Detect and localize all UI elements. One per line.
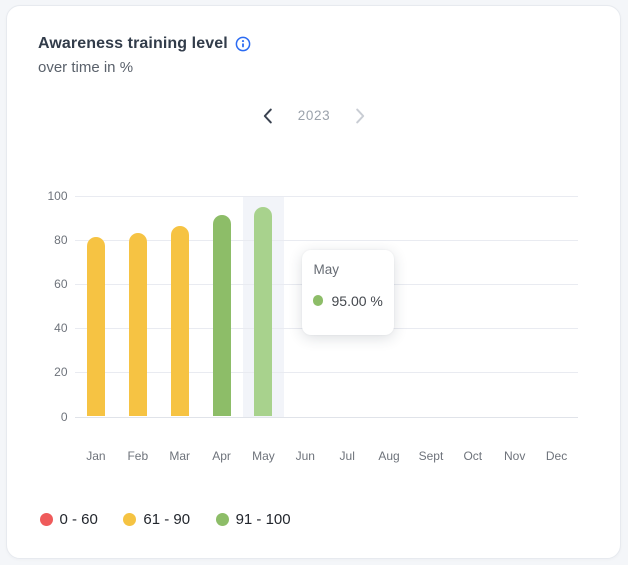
y-axis-label-100: 100 [47, 188, 68, 203]
legend-item-91-100[interactable]: 91 - 100 [215, 511, 291, 528]
bar-may[interactable] [254, 206, 273, 417]
card-header: Awareness training level [38, 34, 251, 52]
bar-chart: 0 20 40 60 80 100 Jan Feb Mar Apr May Jun Jul Aug Sept… [7, 6, 622, 560]
legend-label: 0 - 60 [59, 511, 98, 528]
y-axis-label-80: 80 [54, 232, 68, 247]
x-axis-label-sept: Sept [418, 448, 444, 463]
y-axis-label-60: 60 [54, 276, 68, 291]
bar-jan[interactable] [86, 237, 105, 417]
x-axis-label-feb: Feb [127, 448, 149, 463]
gridline-20 [75, 372, 578, 374]
tooltip-value: 95.00 % [331, 292, 383, 309]
chart-legend: 0 - 60 61 - 90 91 - 100 [39, 511, 291, 528]
card-subtitle: over time in % [38, 59, 134, 76]
x-axis-label-nov: Nov [504, 448, 526, 463]
legend-dot [123, 513, 137, 526]
legend-item-61-90[interactable]: 61 - 90 [123, 512, 190, 527]
bar-mar[interactable] [170, 226, 189, 417]
chevron-right-icon [352, 108, 368, 124]
card-title: Awareness training level [38, 34, 228, 52]
legend-dot [215, 513, 229, 526]
gridline-100 [75, 195, 578, 197]
info-button[interactable] [235, 36, 251, 52]
x-axis-label-aug: Aug [378, 448, 400, 463]
gridline-0 [75, 416, 578, 418]
x-axis-label-may: May [252, 448, 275, 463]
tooltip-title: May [313, 261, 340, 277]
y-axis-label-0: 0 [60, 409, 68, 424]
legend-item-0-60[interactable]: 0 - 60 [39, 511, 98, 528]
chart-tooltip: May 95.00 % [302, 249, 394, 335]
legend-label: 61 - 90 [143, 511, 191, 528]
x-axis-label-mar: Mar [169, 448, 191, 463]
legend-dot [39, 513, 53, 526]
awareness-training-card: Awareness training level over time in % [6, 5, 621, 559]
bar-feb[interactable] [128, 233, 147, 417]
bar-apr[interactable] [212, 215, 231, 417]
previous-year-button[interactable] [257, 105, 279, 127]
x-axis-label-dec: Dec [545, 448, 568, 463]
year-label: 2023 [297, 108, 331, 123]
y-axis-label-40: 40 [54, 321, 68, 336]
gridline-80 [75, 239, 578, 241]
y-axis-label-20: 20 [54, 365, 68, 380]
info-icon [235, 36, 251, 52]
x-axis-label-jan: Jan [86, 448, 106, 463]
legend-label: 91 - 100 [235, 511, 291, 528]
next-year-button[interactable] [349, 105, 371, 127]
tooltip-value-row: 95.00 % [312, 292, 383, 309]
tooltip-marker-dot [312, 295, 323, 306]
year-navigator: 2023 [7, 105, 622, 127]
x-axis-label-jun: Jun [295, 448, 315, 463]
chevron-left-icon [260, 108, 276, 124]
x-axis-label-apr: Apr [212, 448, 231, 463]
x-axis-label-oct: Oct [463, 448, 483, 463]
x-axis-label-jul: Jul [339, 448, 355, 463]
